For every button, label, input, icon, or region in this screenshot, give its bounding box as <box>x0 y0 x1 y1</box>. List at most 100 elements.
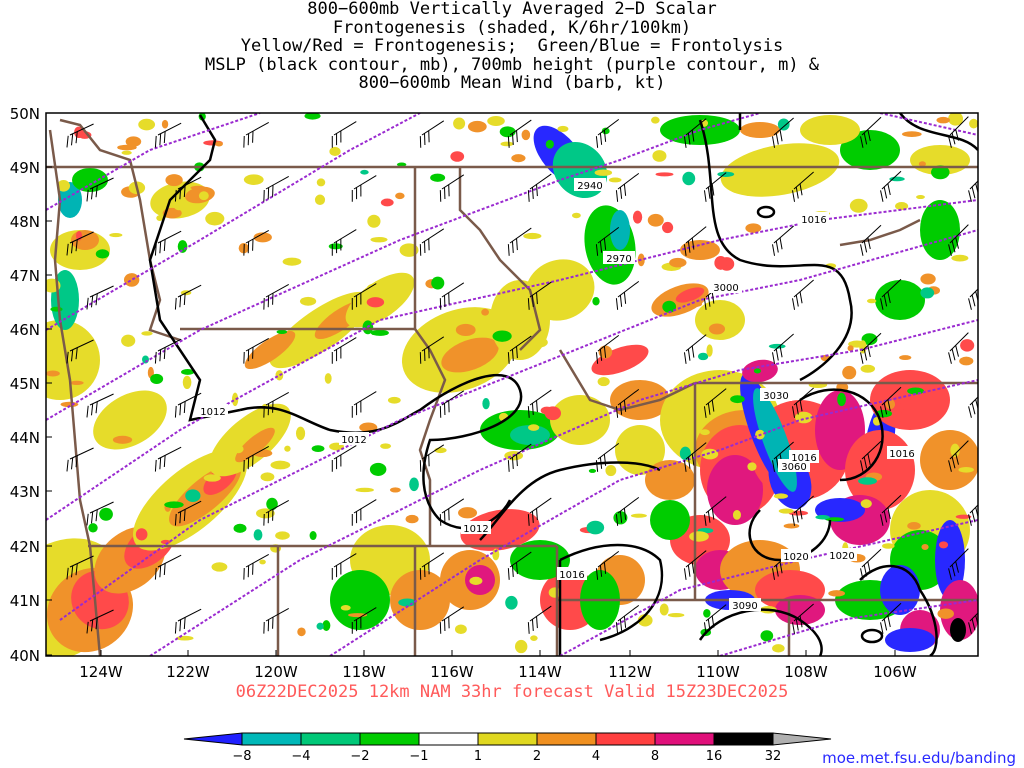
lat-label: 41N <box>10 592 40 610</box>
height-contour-label: 3090 <box>732 601 757 612</box>
wind-barb <box>880 278 902 310</box>
wind-barb <box>507 551 532 580</box>
height-contour-label: 3060 <box>781 462 806 473</box>
wind-barb <box>880 386 902 418</box>
title-line-1: 800−600mb Vertically Averaged 2−D Scalar <box>307 0 717 19</box>
wind-barb <box>703 604 727 634</box>
wind-barb <box>419 120 445 148</box>
wind-barb <box>595 334 620 364</box>
height-contour-label: 3000 <box>713 283 738 294</box>
colorbar-label: 16 <box>706 749 723 764</box>
wind-barb <box>948 332 969 364</box>
lat-label: 44N <box>10 429 40 447</box>
lon-label: 108W <box>784 663 828 681</box>
axis-labels: 50N 49N 48N 47N 46N 45N 44N 43N 42N 41N 40N 124W 122… <box>10 105 917 681</box>
lon-label: 120W <box>254 663 298 681</box>
height-contour-label: 3030 <box>763 391 788 402</box>
credit-link[interactable]: moe.met.fsu.edu/banding <box>822 749 1016 767</box>
wind-barb <box>595 442 620 472</box>
wind-barb <box>66 123 94 148</box>
colorbar-label: 1 <box>474 749 482 764</box>
lat-label: 43N <box>10 483 40 501</box>
lon-label: 116W <box>430 663 474 681</box>
wind-barb <box>86 501 114 526</box>
wind-barb <box>154 446 182 472</box>
lat-label: 45N <box>10 375 40 393</box>
mslp-contour-label: 1020 <box>829 551 854 562</box>
wind-barb <box>66 447 94 472</box>
wind-barb <box>860 548 882 580</box>
wind-barb <box>351 391 377 418</box>
colorbar-label: 4 <box>592 749 600 764</box>
wind-barb <box>527 281 552 310</box>
lat-label: 49N <box>10 159 40 177</box>
contour-labels: 2940 2970 3000 3030 3060 3090 1012 1012 1012 1016… <box>198 178 917 612</box>
wind-barb <box>948 224 969 256</box>
colorbar-label: 2 <box>533 749 541 764</box>
wind-barb <box>791 603 814 634</box>
lat-label: 48N <box>10 213 40 231</box>
wind-barb <box>527 389 552 418</box>
wind-barb <box>419 444 445 472</box>
wind-barb <box>595 226 620 256</box>
wind-barb <box>791 495 814 526</box>
wind-barb <box>703 388 727 418</box>
lon-label: 122W <box>166 663 210 681</box>
wind-barb <box>860 116 882 148</box>
lat-label: 47N <box>10 267 40 285</box>
wind-barb <box>263 175 289 202</box>
height-contour-label: 2940 <box>577 181 602 192</box>
mslp-contour-label: 1016 <box>889 449 914 460</box>
wind-barb <box>243 229 269 256</box>
title-line-4: MSLP (black contour, mb), 700mb height (… <box>204 54 820 75</box>
colorbar-label: −8 <box>232 749 251 764</box>
wind-barbs <box>66 116 978 634</box>
mslp-contour-label: 1016 <box>791 453 816 464</box>
colorbar-label: −1 <box>409 749 428 764</box>
colorbar-cell <box>241 732 302 746</box>
mslp-contour-label: 1012 <box>200 407 225 418</box>
colorbar-cell <box>477 732 538 746</box>
wind-barb <box>86 285 114 310</box>
lon-label: 106W <box>873 663 917 681</box>
wind-barb <box>703 496 727 526</box>
wind-barb <box>331 337 357 364</box>
wind-barb <box>66 555 94 580</box>
lat-label: 40N <box>10 647 40 665</box>
mslp-contour-label: 1012 <box>341 435 366 446</box>
wind-barb <box>154 230 182 256</box>
colorbar-label: −2 <box>350 749 369 764</box>
mslp-contour-label: 1012 <box>463 524 488 535</box>
colorbar-cell <box>713 732 774 746</box>
wind-barb <box>439 390 465 418</box>
colorbar-label: 32 <box>765 749 782 764</box>
colorbar-cell <box>418 732 479 746</box>
wind-barb <box>615 172 640 202</box>
wind-barb <box>174 284 202 310</box>
wind-barb <box>527 605 552 634</box>
wind-barb <box>263 607 289 634</box>
wind-barb <box>595 118 620 148</box>
lon-label: 118W <box>342 663 386 681</box>
wind-barb <box>154 554 182 580</box>
wind-barb <box>419 228 445 256</box>
wind-barb <box>66 231 94 256</box>
colorbar-cell <box>300 732 361 746</box>
wind-barb <box>527 173 552 202</box>
title-block: 800−600mb Vertically Averaged 2−D Scalar… <box>0 0 1024 93</box>
wind-barb <box>791 387 814 418</box>
valid-time: 06Z22DEC2025 12km NAM 33hr forecast Vali… <box>235 682 789 702</box>
wind-barb <box>174 392 202 418</box>
wind-barb <box>331 121 357 148</box>
wind-barb <box>86 609 114 634</box>
plot-area: 2940 2970 3000 3030 3060 3090 1012 1012 1012 1016… <box>46 113 978 656</box>
wind-barb <box>527 497 552 526</box>
wind-barb <box>86 393 114 418</box>
lon-label: 112W <box>608 663 652 681</box>
wind-barb <box>351 607 377 634</box>
colorbar-cell <box>595 732 656 746</box>
wind-barb <box>174 500 202 526</box>
wind-barb <box>968 602 978 634</box>
wind-barb <box>771 117 794 148</box>
wind-barb <box>615 496 640 526</box>
